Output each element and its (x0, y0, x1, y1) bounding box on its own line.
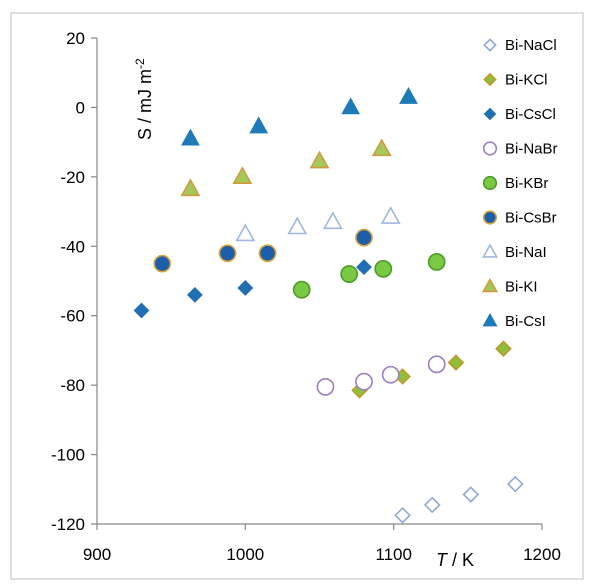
legend-label-bi-kbr: Bi-KBr (505, 175, 548, 192)
data-point-bi-nai (380, 206, 401, 224)
legend-marker-bi-nacl (483, 38, 497, 52)
data-point-bi-cscl (356, 259, 372, 276)
y-tick-label: 0 (76, 98, 85, 117)
legend-item-bi-csbr: Bi-CsBr (482, 210, 557, 227)
y-tick-label: -100 (51, 446, 85, 465)
legend-marker-bi-kcl (483, 72, 497, 87)
legend-label-bi-cscl: Bi-CsCl (505, 106, 556, 123)
x-tick-label: 1000 (226, 545, 264, 564)
tick-labels: 20 0 -20 -40 -60 -80 -100 -120 900 1000 1100 1200 (51, 29, 561, 564)
series-bi-csi (181, 86, 418, 146)
legend-label-bi-csbr: Bi-CsBr (505, 210, 557, 227)
data-point-bi-kcl (447, 354, 465, 371)
data-point-bi-nabr (316, 377, 335, 396)
axes (91, 37, 543, 530)
x-tick-label: 1200 (523, 545, 561, 564)
data-point-bi-csbr (153, 254, 172, 273)
data-point-bi-csbr (258, 244, 277, 263)
data-points (133, 86, 524, 524)
legend: Bi-NaCl Bi-KCl Bi-CsCl Bi-NaBr Bi-KBr Bi-CsBr… (481, 37, 558, 330)
legend-item-bi-ki: Bi-KI (481, 277, 538, 296)
y-tick-label: -40 (60, 237, 85, 256)
data-point-bi-ki (309, 150, 330, 169)
x-tick-label: 1100 (375, 545, 412, 564)
legend-marker-bi-nai (481, 243, 499, 258)
x-tick-label: 900 (83, 545, 111, 564)
legend-label-bi-nacl: Bi-NaCl (505, 37, 557, 54)
legend-item-bi-nabr: Bi-NaBr (482, 141, 558, 158)
data-point-bi-ki (232, 166, 253, 184)
legend-item-bi-csi: Bi-CsI (482, 312, 546, 330)
data-point-bi-nabr (355, 372, 373, 391)
data-point-bi-kbr (427, 253, 446, 271)
x-axis-label: T / K (436, 550, 474, 570)
data-point-bi-nai (287, 216, 308, 235)
legend-item-bi-nacl: Bi-NaCl (483, 37, 557, 54)
data-point-bi-nacl (394, 506, 411, 524)
data-point-bi-csbr (218, 244, 237, 263)
legend-label-bi-csi: Bi-CsI (505, 313, 546, 330)
series-bi-nabr (316, 355, 446, 396)
legend-marker-bi-kbr (482, 175, 498, 191)
data-point-bi-nai (322, 211, 343, 230)
legend-marker-bi-ki (481, 277, 499, 293)
data-point-bi-csbr (355, 228, 373, 247)
data-point-bi-nacl (423, 496, 441, 514)
data-point-bi-csi (249, 116, 269, 134)
y-tick-label: -120 (51, 515, 85, 534)
series-bi-nacl (394, 475, 524, 524)
data-point-bi-nabr (427, 355, 446, 374)
data-point-bi-nabr (381, 365, 400, 384)
data-point-bi-kbr (292, 280, 311, 299)
legend-item-bi-cscl: Bi-CsCl (483, 106, 556, 123)
y-tick-label: -80 (60, 376, 85, 395)
data-point-bi-nai (235, 223, 256, 242)
legend-item-bi-nai: Bi-NaI (481, 243, 547, 261)
legend-item-bi-kcl: Bi-KCl (483, 72, 548, 89)
data-point-bi-csi (341, 97, 361, 115)
data-point-bi-kbr (374, 259, 393, 278)
legend-item-bi-kbr: Bi-KBr (482, 175, 548, 192)
data-point-bi-cscl (186, 286, 203, 303)
y-tick-label: -20 (60, 168, 85, 187)
data-point-bi-cscl (237, 280, 254, 296)
data-point-bi-cscl (133, 302, 150, 319)
series-bi-ki (180, 138, 392, 197)
data-point-bi-csi (399, 86, 418, 104)
legend-label-bi-nai: Bi-NaI (505, 244, 547, 261)
data-point-bi-csi (181, 128, 200, 146)
legend-marker-bi-cscl (483, 107, 497, 121)
legend-marker-bi-csi (482, 312, 498, 327)
y-tick-label: 20 (66, 29, 85, 48)
data-point-bi-nacl (462, 486, 480, 503)
data-point-bi-kcl (495, 340, 512, 358)
series-bi-nai (235, 206, 401, 242)
data-point-bi-ki (180, 178, 201, 197)
legend-marker-bi-csbr (482, 210, 498, 225)
y-tick-label: -60 (60, 307, 85, 326)
data-point-bi-ki (371, 138, 392, 157)
legend-label-bi-nabr: Bi-NaBr (505, 141, 558, 158)
series-bi-kbr (292, 253, 446, 299)
y-axis-label: S / mJ m-2 (133, 58, 155, 140)
series-bi-cscl (133, 259, 372, 319)
legend-marker-bi-nabr (482, 141, 498, 156)
series-bi-csbr (153, 228, 373, 273)
legend-label-bi-kcl: Bi-KCl (505, 72, 548, 89)
legend-label-bi-ki: Bi-KI (505, 279, 538, 296)
data-point-bi-kbr (340, 265, 359, 283)
data-point-bi-nacl (506, 475, 524, 493)
